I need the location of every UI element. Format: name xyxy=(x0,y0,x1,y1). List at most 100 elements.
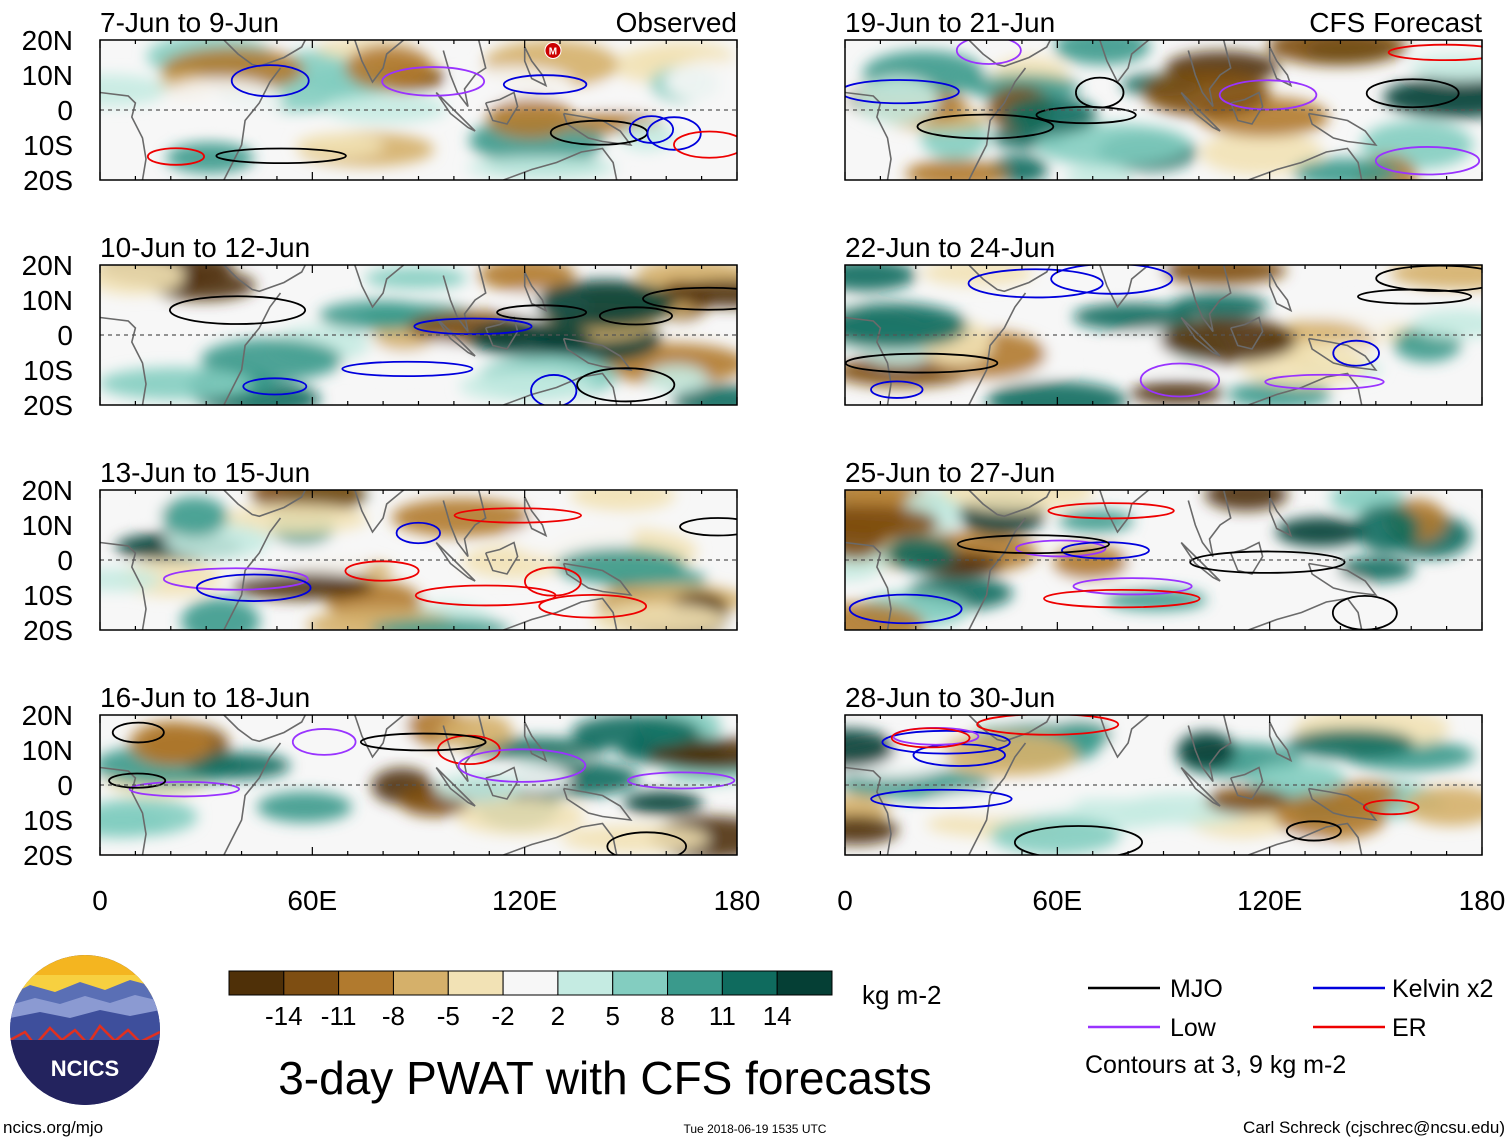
wave-contour xyxy=(215,147,347,165)
wave-contour xyxy=(395,521,441,545)
wave-contour xyxy=(524,566,582,597)
colorbar-swatch xyxy=(502,970,559,996)
wave-contour xyxy=(128,780,240,798)
wave-contour xyxy=(1374,146,1481,176)
wave-contour xyxy=(598,306,673,326)
colorbar-level-label: -14 xyxy=(265,1001,303,1031)
wave-contour xyxy=(108,772,167,789)
wave-contour xyxy=(1050,265,1174,295)
mjo-marker xyxy=(544,42,562,59)
footer-url[interactable]: ncics.org/mjo xyxy=(3,1118,103,1137)
coastline xyxy=(435,91,476,132)
coastline xyxy=(503,147,618,180)
wave-contour xyxy=(538,593,648,619)
pwat-anomaly-blob xyxy=(1354,504,1420,553)
wave-contour xyxy=(413,317,533,336)
coastline xyxy=(1180,316,1221,357)
pwat-anomaly-blob xyxy=(439,715,513,751)
wave-contour xyxy=(162,567,309,591)
wave-contour xyxy=(230,64,310,98)
panel-date-range: 7-Jun to 9-Jun xyxy=(100,7,279,38)
coastline xyxy=(1307,562,1378,597)
y-tick-label: 10N xyxy=(22,735,73,766)
pwat-anomaly-blob xyxy=(845,302,968,350)
pwat-anomaly-blob xyxy=(180,597,260,630)
coastline xyxy=(1268,721,1293,763)
coastline xyxy=(1180,91,1221,132)
coastline xyxy=(223,292,282,405)
coastline xyxy=(1248,147,1363,180)
y-tick-label: 10S xyxy=(23,580,73,611)
pwat-anomaly-blob xyxy=(1205,786,1289,815)
pwat-anomaly-blob xyxy=(165,142,255,174)
coastline xyxy=(1187,715,1232,782)
wave-contour xyxy=(1061,541,1150,560)
coastline xyxy=(100,316,147,405)
coastline xyxy=(352,715,405,759)
pwat-anomaly-blob xyxy=(233,572,375,600)
pwat-anomaly-blob xyxy=(1255,832,1326,855)
x-tick-label: 60E xyxy=(287,885,337,916)
coastline xyxy=(968,292,1027,405)
map-panel: 20N 10N 0 10S 20S 10-Jun to 12-Jun xyxy=(22,232,738,421)
coastline xyxy=(435,766,476,807)
pwat-anomaly-blob xyxy=(623,791,704,815)
y-tick-label: 20N xyxy=(22,250,73,281)
wave-contour xyxy=(195,573,312,602)
y-tick-label: 20N xyxy=(22,25,73,56)
wave-contour xyxy=(627,771,736,790)
panel-date-range: 10-Jun to 12-Jun xyxy=(100,232,310,263)
colorbar-swatch xyxy=(721,970,778,996)
coastline xyxy=(223,742,282,855)
pwat-anomaly-blob xyxy=(186,752,291,780)
wave-contours xyxy=(108,721,736,855)
y-tick-label: 20S xyxy=(23,840,73,871)
wave-contours xyxy=(162,507,737,619)
pwat-anomaly-blob xyxy=(941,490,1095,512)
pwat-anomaly-blob xyxy=(295,133,385,158)
wave-contours xyxy=(845,40,1482,176)
wave-contour xyxy=(673,130,737,159)
mjo-marker-label: M xyxy=(549,47,557,58)
pwat-field xyxy=(100,40,737,180)
pwat-anomaly-blob xyxy=(646,364,708,393)
legend-kelvin-label: Kelvin x2 xyxy=(1392,975,1493,1003)
map-panel: 20N 10N 0 10S 20S 7-Jun to 9-Jun Observed M xyxy=(22,7,738,196)
wave-contour xyxy=(967,268,1104,299)
colorbar-swatch xyxy=(447,970,504,996)
wave-contours xyxy=(146,64,737,166)
colorbar-swatch xyxy=(557,970,614,996)
coastline xyxy=(1268,496,1293,538)
wave-contour xyxy=(1357,288,1473,305)
wave-contour xyxy=(1013,825,1144,855)
coastline xyxy=(845,541,892,630)
legend: MJO Kelvin x2 Low ER Contours at 3, 9 kg… xyxy=(1085,975,1493,1079)
coastline xyxy=(223,490,307,518)
x-tick-label: 60E xyxy=(1032,885,1082,916)
pwat-anomaly-blob xyxy=(1204,490,1288,511)
coastline xyxy=(523,271,548,313)
wave-contour xyxy=(530,374,578,405)
wave-contour xyxy=(845,79,960,105)
pwat-field xyxy=(100,490,737,630)
wave-contour xyxy=(242,377,308,396)
coastlines xyxy=(845,490,1378,630)
x-tick-label: 120E xyxy=(492,885,557,916)
coastline xyxy=(1307,787,1378,822)
coastline xyxy=(484,541,519,575)
pwat-anomaly-blob xyxy=(1035,123,1191,167)
y-tick-label: 0 xyxy=(57,770,73,801)
wave-contour xyxy=(381,66,486,97)
pwat-anomaly-blob xyxy=(561,825,710,853)
column-header: Observed xyxy=(616,7,737,38)
pwat-anomaly-blob xyxy=(1403,786,1482,826)
colorbar-swatch xyxy=(612,970,669,996)
colorbar-swatch xyxy=(283,970,340,996)
legend-mjo-label: MJO xyxy=(1170,975,1223,1003)
y-tick-label: 20N xyxy=(22,475,73,506)
pwat-anomaly-blob xyxy=(478,265,576,293)
map-panel: 20N 10N 0 10S 20S 13-Jun to 15-Jun xyxy=(22,457,738,646)
coastline xyxy=(1187,265,1232,332)
wave-contour xyxy=(496,304,588,321)
pwat-anomaly-blob xyxy=(486,97,576,139)
